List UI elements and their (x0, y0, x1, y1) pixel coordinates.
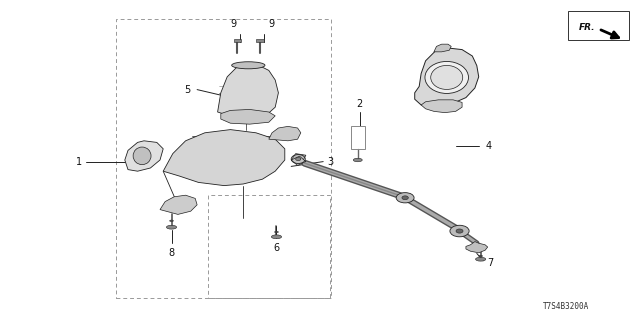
Polygon shape (291, 156, 306, 165)
Ellipse shape (133, 147, 151, 165)
Ellipse shape (232, 62, 265, 69)
Bar (256, 39, 264, 42)
Bar (208, 195, 330, 298)
Text: 7: 7 (488, 258, 494, 268)
Ellipse shape (456, 229, 463, 233)
Text: FR.: FR. (579, 23, 596, 32)
Polygon shape (291, 154, 306, 162)
Ellipse shape (166, 225, 177, 229)
Text: 4: 4 (485, 140, 492, 151)
Ellipse shape (479, 255, 483, 257)
Polygon shape (160, 195, 197, 214)
Text: 2: 2 (356, 99, 363, 109)
Text: 3: 3 (328, 156, 334, 167)
Text: 6: 6 (273, 243, 280, 253)
Ellipse shape (402, 196, 408, 200)
Text: 8: 8 (168, 248, 175, 258)
Polygon shape (466, 242, 488, 253)
Ellipse shape (396, 193, 414, 203)
Ellipse shape (271, 235, 282, 239)
Polygon shape (434, 44, 451, 52)
Ellipse shape (425, 61, 468, 93)
Ellipse shape (450, 225, 469, 237)
Ellipse shape (353, 158, 362, 162)
Text: 9: 9 (230, 20, 237, 29)
Text: 5: 5 (184, 84, 191, 95)
Polygon shape (218, 64, 278, 120)
Text: 9: 9 (269, 20, 275, 29)
Ellipse shape (296, 157, 301, 161)
Polygon shape (415, 48, 479, 106)
Polygon shape (421, 100, 462, 113)
Bar (116, 19, 331, 298)
Bar (351, 126, 365, 149)
Ellipse shape (476, 257, 486, 261)
Text: T7S4B3200A: T7S4B3200A (543, 302, 589, 311)
Polygon shape (163, 130, 285, 186)
Polygon shape (125, 141, 163, 171)
Ellipse shape (170, 220, 173, 221)
Bar (568, 11, 629, 40)
Bar (234, 39, 241, 42)
Polygon shape (269, 126, 301, 141)
Ellipse shape (431, 66, 463, 90)
Ellipse shape (275, 231, 278, 233)
Text: 1: 1 (76, 156, 82, 167)
Polygon shape (221, 109, 275, 124)
